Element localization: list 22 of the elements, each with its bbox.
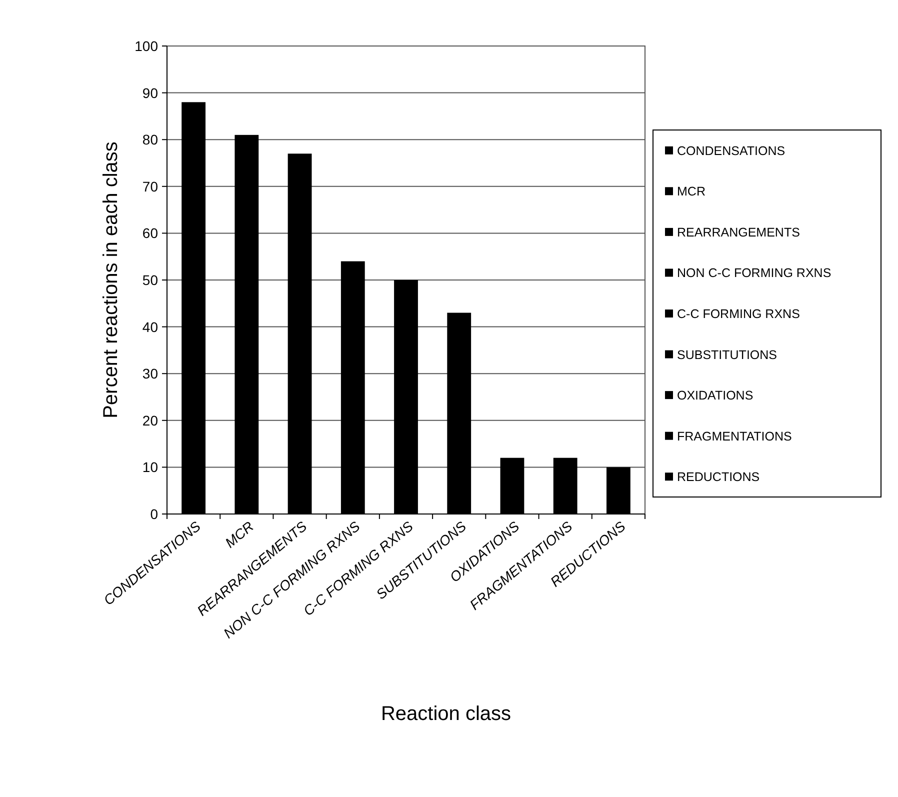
legend-label: FRAGMENTATIONS (677, 429, 792, 444)
legend-label: SUBSTITUTIONS (677, 348, 778, 362)
y-tick-label: 20 (142, 412, 158, 428)
y-tick-label: 100 (134, 38, 158, 54)
y-tick-label: 40 (142, 318, 158, 335)
y-tick-label: 30 (142, 366, 158, 382)
y-axis-title: Percent reactions in each class (100, 142, 122, 418)
legend-label: REARRANGEMENTS (677, 225, 800, 240)
legend-label: CONDENSATIONS (677, 144, 786, 158)
y-tick-label: 70 (142, 178, 158, 194)
legend-label: REDUCTIONS (677, 470, 760, 484)
legend-label: C-C FORMING RXNS (677, 307, 800, 321)
legend-label: OXIDATIONS (677, 388, 754, 403)
y-tick-label: 10 (142, 459, 158, 476)
legend-label: NON C-C FORMING RXNS (677, 266, 832, 280)
y-tick-label: 60 (142, 225, 158, 242)
y-tick-label: 90 (142, 84, 158, 101)
y-tick-label: 50 (142, 272, 158, 288)
y-tick-label: 0 (150, 506, 158, 522)
y-tick-label: 80 (142, 132, 158, 148)
x-axis-title: Reaction class (380, 703, 512, 725)
legend-label: MCR (677, 184, 706, 199)
